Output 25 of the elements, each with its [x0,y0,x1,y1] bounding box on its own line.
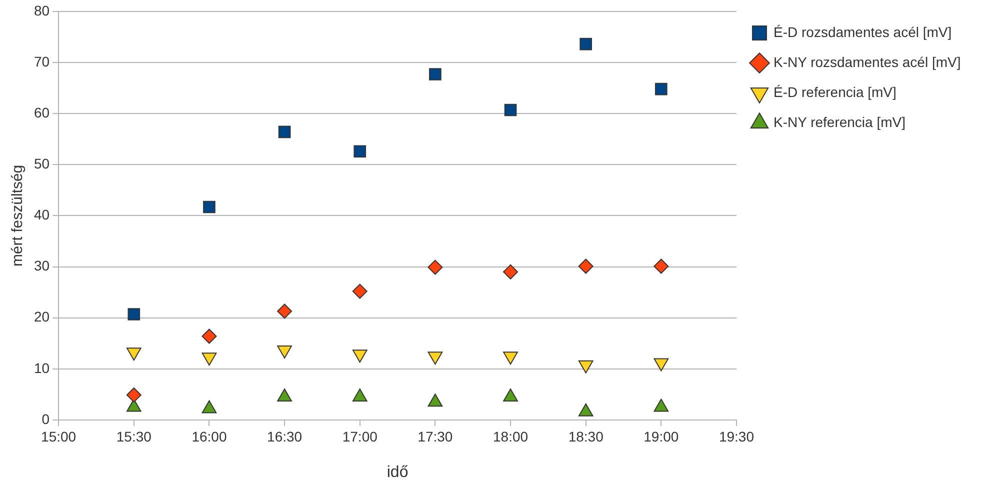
x-tick-label: 15:30 [116,428,152,444]
x-tick-label: 16:30 [267,428,302,444]
x-tick-label: 17:00 [342,428,378,444]
y-tick-label: 70 [34,53,50,70]
y-tick-label: 50 [34,155,50,172]
y-tick-label: 20 [34,308,50,325]
x-tick-label: 19:00 [644,428,679,444]
y-axis-title: mért feszültség [9,164,26,267]
y-tick-label: 0 [42,410,50,427]
legend-label: K-NY rozsdamentes acél [mV] [773,54,961,70]
x-tick-label: 19:30 [718,428,754,444]
y-tick-label: 40 [34,206,50,223]
y-tick-label: 80 [34,2,50,18]
y-tick-label: 30 [34,258,50,274]
x-tick-label: 16:00 [192,428,227,444]
x-tick-label: 15:00 [41,428,76,444]
legend-label: K-NY referencia [mV] [773,114,906,130]
legend-label: É-D referencia [mV] [773,84,896,100]
legend-label: É-D rozsdamentes acél [mV] [773,24,952,40]
y-tick-label: 60 [34,104,50,120]
y-tick-label: 10 [34,360,50,376]
x-tick-label: 18:00 [492,428,528,444]
x-tick-label: 18:30 [568,428,604,444]
x-axis-title: idő [386,464,408,481]
x-tick-label: 17:30 [418,428,453,444]
